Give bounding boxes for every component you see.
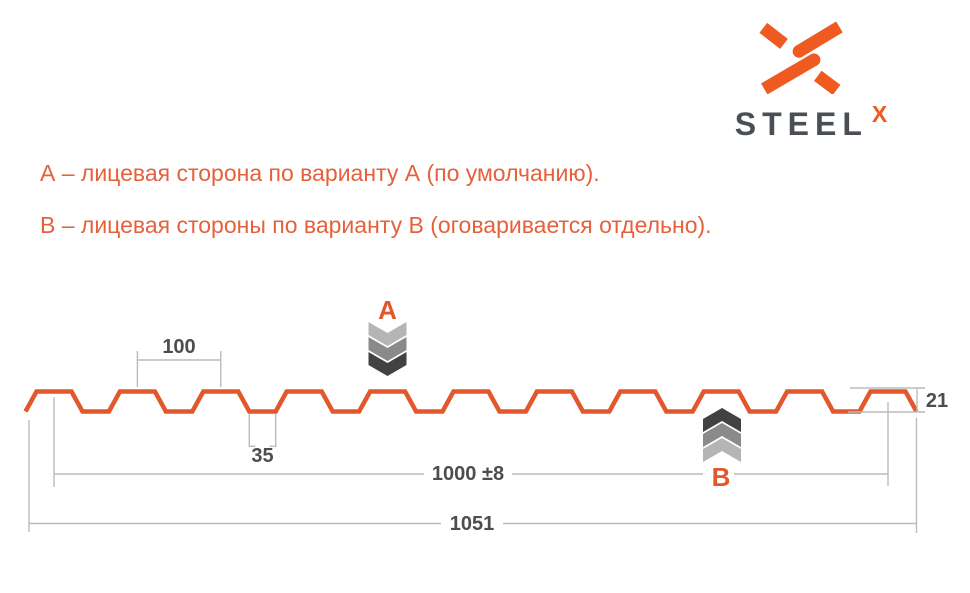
marker-a-label: А: [378, 295, 397, 325]
dim-label-overall: 1051: [450, 513, 495, 535]
chevron-down-icon: [368, 352, 407, 376]
chevron-down-icon: [368, 322, 407, 346]
chevron-up-icon: [703, 438, 741, 462]
dimension-lines: [28, 351, 925, 533]
logo-band-upper: [795, 21, 843, 57]
note-variant-b: B – лицевая стороны по варианту B (огова…: [40, 212, 712, 238]
dim-label-cover: 1000 ±8: [432, 463, 504, 485]
logo-band-cap: [792, 45, 806, 58]
dim-label-pitch: 100: [162, 336, 195, 358]
chevron-up-icon: [703, 408, 741, 432]
brand-wordmark: STEEL X: [706, 103, 916, 142]
marker-b-label: B: [712, 462, 731, 492]
note-variant-a: А – лицевая сторона по варианту А (по ум…: [40, 160, 600, 186]
brand-name: STEEL: [734, 106, 868, 142]
logo-band-cap: [807, 53, 821, 67]
profile-outline: [23, 389, 919, 414]
marker-a-chevrons-down-icon: [368, 322, 407, 376]
chevron-up-icon: [703, 423, 741, 447]
logo-arm-bottom-right: [813, 70, 841, 94]
chevron-down-icon: [368, 337, 407, 361]
steelx-x-icon: [759, 21, 843, 94]
profile-drawing: 100 35 1000 ±8 1051 21 А B: [23, 295, 948, 535]
brand-logo: STEEL X: [700, 18, 915, 148]
logo-arm-top-left: [759, 22, 788, 49]
marker-b-chevrons-up-icon: [703, 408, 741, 462]
dim-label-height: 21: [926, 390, 948, 412]
dim-label-valley: 35: [251, 445, 273, 467]
logo-band-lower: [761, 54, 818, 94]
brand-name-superscript-x: X: [871, 101, 888, 127]
